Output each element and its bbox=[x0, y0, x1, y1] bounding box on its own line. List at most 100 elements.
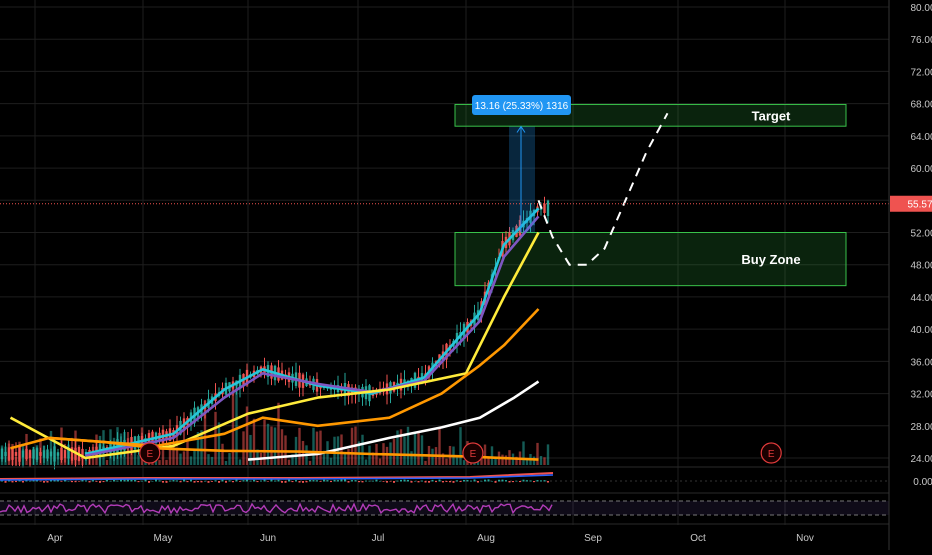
candle-body bbox=[18, 446, 21, 462]
volume-bar bbox=[403, 436, 406, 465]
volume-bar bbox=[158, 460, 161, 465]
macd-hist bbox=[536, 480, 539, 482]
volume-bar bbox=[270, 426, 273, 465]
price-tick-label: 52.00 bbox=[910, 229, 932, 240]
candle-body bbox=[81, 448, 84, 460]
volume-bar bbox=[543, 457, 546, 465]
macd-hist bbox=[99, 481, 101, 483]
volume-bar bbox=[483, 444, 487, 465]
price-tick-label: 80.00 bbox=[910, 3, 932, 14]
price-tick-label: 76.00 bbox=[910, 35, 932, 46]
macd-hist bbox=[354, 480, 357, 482]
macd-hist bbox=[456, 480, 458, 482]
macd-zero-label: 0.00 bbox=[913, 477, 932, 488]
macd-hist bbox=[134, 480, 136, 482]
macd-hist bbox=[162, 481, 164, 483]
macd-hist bbox=[333, 479, 336, 482]
earnings-marker-label: E bbox=[768, 449, 775, 460]
macd-hist bbox=[323, 479, 325, 482]
volume-bar bbox=[235, 381, 238, 465]
volume-bar bbox=[420, 435, 424, 465]
macd-hist bbox=[309, 480, 311, 482]
macd-hist bbox=[246, 479, 248, 482]
volume-bar bbox=[214, 411, 217, 465]
macd-hist bbox=[508, 481, 511, 483]
macd-hist bbox=[127, 479, 129, 482]
macd-hist bbox=[113, 479, 115, 482]
earnings-marker[interactable] bbox=[139, 442, 161, 464]
earnings-marker[interactable] bbox=[760, 442, 782, 464]
candle-body bbox=[49, 451, 53, 457]
macd-hist bbox=[435, 481, 437, 483]
time-tick-label: Nov bbox=[796, 533, 814, 544]
macd-hist bbox=[50, 479, 52, 482]
macd-hist bbox=[95, 481, 98, 482]
volume-bar bbox=[396, 430, 399, 465]
volume-bar bbox=[189, 456, 193, 465]
macd-hist bbox=[277, 479, 280, 482]
earnings-marker[interactable] bbox=[462, 442, 484, 464]
macd-hist bbox=[386, 481, 388, 483]
macd-hist bbox=[1, 480, 3, 482]
macd-hist bbox=[428, 481, 430, 483]
macd-hist bbox=[438, 479, 441, 482]
volume-bar bbox=[280, 429, 284, 465]
zone-label: Target bbox=[752, 108, 791, 123]
macd-hist bbox=[431, 479, 434, 482]
macd-hist bbox=[302, 481, 304, 483]
moving-averages bbox=[9, 207, 540, 461]
volume-bar bbox=[298, 427, 301, 465]
macd-hist bbox=[351, 480, 353, 482]
time-tick-label: Jun bbox=[260, 533, 276, 544]
time-tick-label: Oct bbox=[690, 533, 706, 544]
candle-body bbox=[11, 448, 14, 460]
volume-bar bbox=[217, 422, 221, 465]
macd-hist bbox=[242, 480, 245, 482]
volume-bar bbox=[137, 455, 140, 465]
macd-hist bbox=[298, 481, 301, 483]
candle-body bbox=[28, 450, 32, 458]
projection-line bbox=[537, 112, 669, 266]
macd-hist bbox=[4, 481, 7, 483]
macd-hist bbox=[473, 479, 476, 482]
macd-hist bbox=[312, 480, 315, 482]
macd-line bbox=[0, 474, 554, 481]
price-tick-label: 32.00 bbox=[910, 390, 932, 401]
macd-hist bbox=[487, 479, 490, 482]
macd-hist bbox=[337, 480, 339, 482]
volume-bar bbox=[438, 427, 441, 465]
time-tick-label: Jul bbox=[372, 533, 385, 544]
macd-hist bbox=[211, 481, 213, 482]
price-tick-label: 24.00 bbox=[910, 454, 932, 465]
volume-bar bbox=[413, 433, 417, 465]
macd-hist bbox=[393, 481, 395, 483]
candle-body bbox=[35, 448, 39, 460]
macd-hist bbox=[463, 479, 465, 482]
volume-bar bbox=[406, 426, 410, 465]
time-tick-label: Aug bbox=[477, 533, 495, 544]
volume-bar bbox=[455, 457, 459, 465]
ma-line-0 bbox=[85, 207, 540, 456]
volume-bar bbox=[238, 459, 242, 465]
macd-hist bbox=[375, 479, 378, 482]
volume-bar bbox=[168, 442, 172, 465]
macd-hist bbox=[144, 479, 147, 482]
measure-arrow-head bbox=[516, 125, 526, 133]
volume-bar bbox=[165, 459, 168, 465]
macd-hist bbox=[484, 479, 486, 482]
macd-hist bbox=[151, 480, 154, 482]
time-tick-label: Apr bbox=[47, 533, 63, 544]
measure-tool[interactable]: 13.16 (25.33%) 1316 bbox=[472, 95, 571, 233]
volume-bar bbox=[77, 458, 81, 465]
macd-hist bbox=[130, 479, 133, 482]
volume-bar bbox=[182, 451, 186, 465]
volume-bar bbox=[193, 449, 196, 465]
macd-hist bbox=[319, 481, 322, 482]
volume-bar bbox=[245, 406, 249, 465]
volume-bar bbox=[361, 434, 364, 465]
volume-bar bbox=[441, 453, 445, 465]
macd-hist bbox=[228, 480, 231, 482]
